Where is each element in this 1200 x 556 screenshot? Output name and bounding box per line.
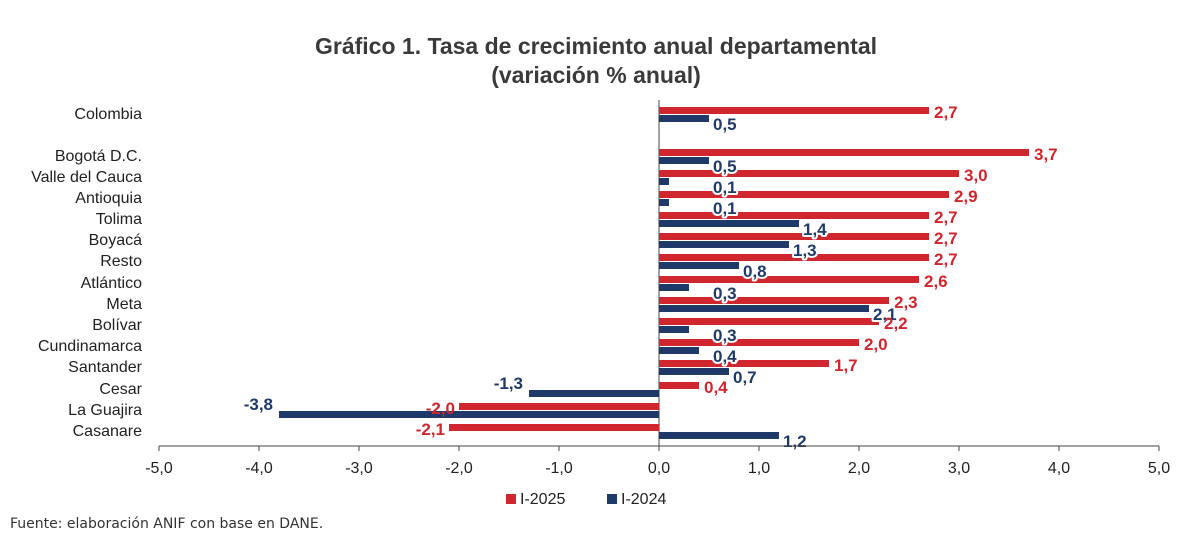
data-label-i-2024: -1,3 <box>494 374 523 393</box>
bar-i-2025 <box>659 149 1029 156</box>
x-tick-label: 3,0 <box>948 460 970 477</box>
data-label-i-2024: 2,1 <box>873 305 897 324</box>
bar-i-2024 <box>659 115 709 122</box>
data-label-i-2025: 2,7 <box>934 229 958 248</box>
x-tick-label: -3,0 <box>345 460 373 477</box>
bar-i-2024 <box>659 326 689 333</box>
data-label-i-2025: 3,0 <box>964 166 988 185</box>
bar-i-2024 <box>659 347 699 354</box>
bar-i-2024 <box>659 178 669 185</box>
legend-label-i-2025: I-2025 <box>520 491 565 508</box>
category-label: Valle del Cauca <box>31 169 142 186</box>
category-label: Tolima <box>96 211 142 228</box>
bar-i-2024 <box>659 368 729 375</box>
bar-i-2024 <box>659 157 709 164</box>
data-label-i-2024: 0,8 <box>743 262 767 281</box>
x-tick-label: 2,0 <box>848 460 870 477</box>
bar-i-2025 <box>659 212 929 219</box>
bar-i-2025 <box>659 191 949 198</box>
category-label: Cesar <box>99 381 142 398</box>
category-label: Boyacá <box>89 232 142 249</box>
data-label-i-2025: 2,6 <box>924 272 948 291</box>
x-tick-label: 4,0 <box>1048 460 1070 477</box>
category-label: Cundinamarca <box>38 338 142 355</box>
bar-i-2024 <box>659 199 669 206</box>
data-label-i-2024: 0,1 <box>713 199 737 218</box>
bar-i-2024 <box>659 284 689 291</box>
category-label: Bogotá D.C. <box>55 148 142 165</box>
bar-i-2024 <box>279 411 659 418</box>
bar-i-2024 <box>529 390 659 397</box>
bar-i-2024 <box>659 241 789 248</box>
bar-i-2025 <box>659 254 929 261</box>
legend-swatch-i-2024 <box>607 494 617 504</box>
legend-swatch-i-2025 <box>506 494 516 504</box>
category-label: Casanare <box>73 423 142 440</box>
bar-i-2024 <box>659 305 869 312</box>
data-label-i-2025: 1,7 <box>834 356 858 375</box>
x-tick-label: 0,0 <box>648 460 670 477</box>
data-label-i-2024: 1,3 <box>793 241 817 260</box>
data-label-i-2024: 0,3 <box>713 326 737 345</box>
data-label-i-2025: 2,0 <box>864 335 888 354</box>
bar-i-2025 <box>659 339 859 346</box>
x-tick-label: -2,0 <box>445 460 473 477</box>
data-label-i-2025: 2,7 <box>934 103 958 122</box>
category-label: Antioquia <box>75 190 142 207</box>
bar-i-2025 <box>659 360 829 367</box>
bar-i-2025 <box>459 403 659 410</box>
bar-i-2025 <box>659 297 889 304</box>
data-label-i-2024: 0,7 <box>733 368 757 387</box>
data-label-i-2025: 2,2 <box>884 314 908 333</box>
bar-i-2025 <box>659 233 929 240</box>
data-label-i-2025: -2,0 <box>426 399 455 418</box>
data-label-i-2024: 0,5 <box>713 115 737 134</box>
category-label: Santander <box>68 359 143 376</box>
x-tick-label: -5,0 <box>145 460 173 477</box>
data-label-i-2024: -3,8 <box>244 395 273 414</box>
data-label-i-2024: 1,2 <box>783 432 807 451</box>
bar-i-2025 <box>449 424 659 431</box>
data-label-i-2025: 2,9 <box>954 187 978 206</box>
bar-i-2024 <box>659 432 779 439</box>
category-label: Resto <box>100 253 142 270</box>
bar-i-2024 <box>659 220 799 227</box>
bar-i-2025 <box>659 107 929 114</box>
data-label-i-2024: 0,1 <box>713 178 737 197</box>
data-label-i-2025: 2,7 <box>934 208 958 227</box>
x-tick-label: -4,0 <box>245 460 273 477</box>
chart-subtitle: (variación % anual) <box>491 62 701 88</box>
data-label-i-2025: 0,4 <box>704 378 728 397</box>
x-tick-label: 5,0 <box>1148 460 1170 477</box>
legend-label-i-2024: I-2024 <box>621 491 666 508</box>
category-label: Bolívar <box>92 317 142 334</box>
bar-i-2025 <box>659 318 879 325</box>
data-label-i-2025: -2,1 <box>416 420 445 439</box>
chart-title: Gráfico 1. Tasa de crecimiento anual dep… <box>315 33 877 59</box>
data-label-i-2025: 2,7 <box>934 250 958 269</box>
x-tick-label: -1,0 <box>545 460 573 477</box>
data-label-i-2024: 0,5 <box>713 157 737 176</box>
plot-area: Colombia Bogotá D.C. Valle del Cauca Antioq… <box>31 100 1170 477</box>
data-label-i-2024: 0,4 <box>713 347 737 366</box>
bar-i-2025 <box>659 170 959 177</box>
source-note: Fuente: elaboración ANIF con base en DAN… <box>10 516 323 532</box>
data-label-i-2024: 1,4 <box>803 220 827 239</box>
category-label: Meta <box>106 296 142 313</box>
data-label-i-2025: 3,7 <box>1034 145 1058 164</box>
bar-i-2025 <box>659 276 919 283</box>
category-label: Atlántico <box>81 275 142 292</box>
legend: I-2025 I-2024 <box>506 491 666 508</box>
category-label: Colombia <box>74 106 142 123</box>
category-label: La Guajira <box>68 402 142 419</box>
x-tick-label: 1,0 <box>748 460 770 477</box>
bar-i-2025 <box>659 382 699 389</box>
data-label-i-2025: 2,3 <box>894 293 918 312</box>
bar-i-2024 <box>659 262 739 269</box>
data-label-i-2024: 0,3 <box>713 284 737 303</box>
